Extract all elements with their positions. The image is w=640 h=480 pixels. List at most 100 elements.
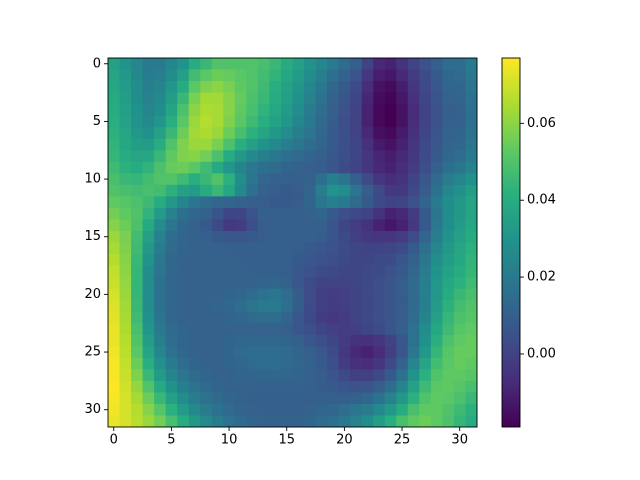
heatmap-cell [142,323,155,336]
heatmap-cell [304,254,316,266]
heatmap-cell [338,334,351,347]
heatmap-cell [142,219,155,232]
heatmap-cell [165,346,178,359]
heatmap-cell [269,138,282,151]
heatmap-cell [292,104,305,117]
heatmap-cell [407,138,420,151]
heatmap-cell [373,277,386,290]
heatmap-cell [280,92,293,105]
heatmap-cell [119,369,132,382]
heatmap-cell [304,58,316,70]
heatmap-cell [350,219,363,232]
heatmap-cell [338,277,351,290]
heatmap-cell [108,392,120,405]
heatmap-cell [200,277,213,290]
heatmap-cell [315,173,328,186]
heatmap-cell [453,392,466,405]
heatmap-cell [453,254,466,266]
heatmap-cell [384,334,397,347]
heatmap-cell [188,92,201,105]
heatmap-cell [108,415,120,428]
heatmap-cell [246,196,259,209]
heatmap-cell [200,415,213,428]
heatmap-cell [177,288,190,301]
heatmap-cell [327,230,340,243]
heatmap-cell [442,254,455,266]
heatmap-cell [407,346,420,359]
heatmap-cell [188,369,201,382]
heatmap-cell [442,357,455,370]
heatmap-cell [430,288,443,301]
heatmap-cell [465,346,478,359]
heatmap-cell [108,242,120,255]
heatmap-cell [419,265,432,278]
x-tick-label: 0 [110,433,118,448]
heatmap-cell [246,334,259,347]
heatmap-cell [154,242,167,255]
heatmap-cell [177,311,190,324]
heatmap-cell [257,357,270,370]
heatmap-cell [269,277,282,290]
heatmap-cell [350,196,363,209]
heatmap-cell [373,69,386,82]
heatmap-cell [257,230,270,243]
heatmap-cell [442,150,455,163]
heatmap-cell [246,230,259,243]
heatmap-cell [419,415,432,428]
heatmap-cell [465,161,478,174]
heatmap-cell [327,254,340,266]
heatmap-cell [234,219,247,232]
heatmap-cell [165,196,178,209]
heatmap-cell [350,184,363,197]
heatmap-cell [269,369,282,382]
heatmap-cell [384,92,397,105]
heatmap-cell [131,288,143,301]
heatmap-cell [188,300,201,313]
heatmap-cell [257,300,270,313]
heatmap-cell [453,69,466,82]
heatmap-cell [188,184,201,197]
heatmap-cell [373,300,386,313]
heatmap-cell [373,138,386,151]
heatmap-cell [465,230,478,243]
heatmap-cell [304,334,316,347]
heatmap-cell [407,219,420,232]
heatmap-cell [453,92,466,105]
heatmap-cell [246,150,259,163]
heatmap-cell [304,115,316,128]
heatmap-cell [223,104,236,117]
heatmap-cell [327,173,340,186]
heatmap-cell [315,265,328,278]
x-tick-label: 20 [336,433,353,448]
heatmap-cell [350,265,363,278]
colorbar-tick-label: 0.06 [527,116,556,131]
heatmap-cell [131,323,143,336]
heatmap-cell [200,104,213,117]
heatmap-cell [361,392,374,405]
heatmap-cell [373,196,386,209]
heatmap-cell [430,403,443,416]
heatmap-cell [211,300,224,313]
heatmap-cell [269,184,282,197]
heatmap-cell [453,357,466,370]
heatmap-cell [119,254,132,266]
heatmap-cell [327,334,340,347]
heatmap-cell [361,277,374,290]
heatmap-cell [108,58,120,70]
heatmap-cell [269,403,282,416]
heatmap-cell [315,81,328,93]
heatmap-cell [142,277,155,290]
heatmap-cell [407,127,420,140]
heatmap-cell [384,184,397,197]
heatmap-cell [442,242,455,255]
heatmap-cell [384,242,397,255]
heatmap-cell [165,380,178,393]
heatmap-cell [188,392,201,405]
heatmap-cell [108,81,120,93]
heatmap-cell [430,300,443,313]
heatmap-cell [108,334,120,347]
heatmap-cell [315,150,328,163]
heatmap-cell [211,161,224,174]
heatmap-cell [257,127,270,140]
heatmap-cell [108,150,120,163]
